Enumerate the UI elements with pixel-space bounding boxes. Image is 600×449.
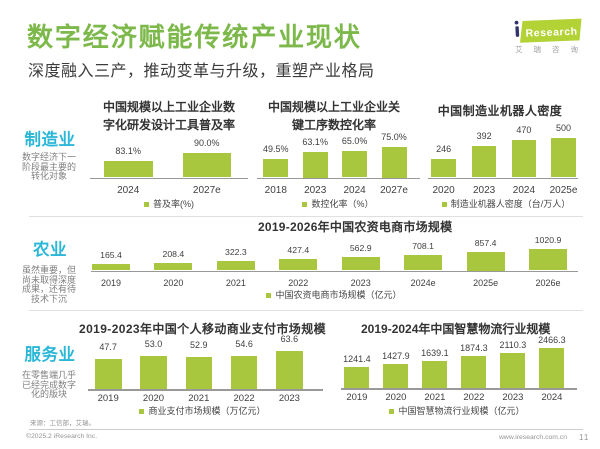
svg-text:Research: Research — [525, 26, 578, 40]
